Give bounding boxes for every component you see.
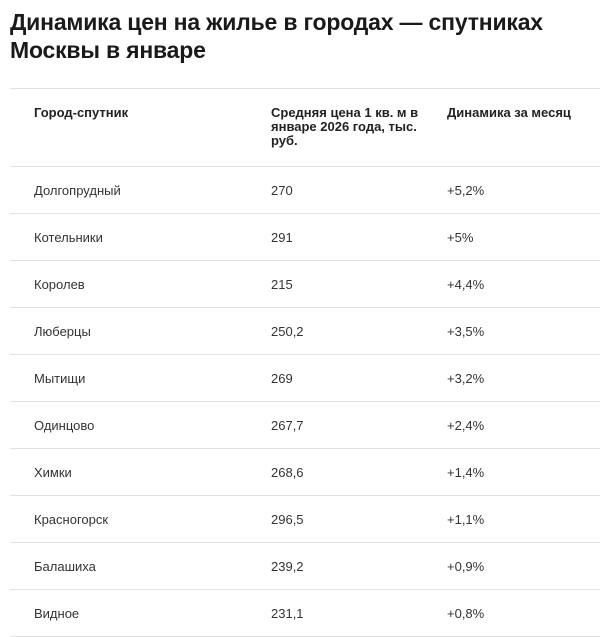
table-row: Котельники 291 +5%: [10, 213, 600, 261]
price-cell: 268,6: [271, 448, 447, 496]
change-cell: +5%: [447, 213, 600, 261]
price-cell: 269: [271, 354, 447, 402]
price-cell: 250,2: [271, 307, 447, 355]
column-header-city: Город-спутник: [10, 88, 271, 167]
city-cell: Люберцы: [10, 307, 271, 355]
city-cell: Котельники: [10, 213, 271, 261]
change-cell: +1,4%: [447, 448, 600, 496]
table-row: Балашиха 239,2 +0,9%: [10, 542, 600, 590]
table-row: Люберцы 250,2 +3,5%: [10, 307, 600, 355]
change-cell: +3,2%: [447, 354, 600, 402]
change-cell: +0,9%: [447, 542, 600, 590]
price-cell: 215: [271, 260, 447, 308]
price-cell: 231,1: [271, 589, 447, 637]
table-row: Видное 231,1 +0,8%: [10, 589, 600, 637]
table-row: Королев 215 +4,4%: [10, 260, 600, 308]
table-row: Красногорск 296,5 +1,1%: [10, 495, 600, 543]
table-header-row: Город-спутник Средняя цена 1 кв. м в янв…: [10, 88, 600, 167]
price-cell: 296,5: [271, 495, 447, 543]
price-cell: 239,2: [271, 542, 447, 590]
city-cell: Королев: [10, 260, 271, 308]
city-cell: Видное: [10, 589, 271, 637]
city-cell: Одинцово: [10, 401, 271, 449]
price-cell: 291: [271, 213, 447, 261]
city-cell: Мытищи: [10, 354, 271, 402]
change-cell: +3,5%: [447, 307, 600, 355]
price-cell: 270: [271, 166, 447, 214]
change-cell: +1,1%: [447, 495, 600, 543]
city-cell: Долгопрудный: [10, 166, 271, 214]
page-title: Динамика цен на жилье в городах — спутни…: [10, 9, 543, 63]
table-row: Одинцово 267,7 +2,4%: [10, 401, 600, 449]
table-row: Химки 268,6 +1,4%: [10, 448, 600, 496]
change-cell: +0,8%: [447, 589, 600, 637]
price-cell: 267,7: [271, 401, 447, 449]
table-row: Долгопрудный 270 +5,2%: [10, 166, 600, 214]
price-table: Город-спутник Средняя цена 1 кв. м в янв…: [10, 88, 600, 637]
city-cell: Красногорск: [10, 495, 271, 543]
table-row: Мытищи 269 +3,2%: [10, 354, 600, 402]
city-cell: Химки: [10, 448, 271, 496]
change-cell: +2,4%: [447, 401, 600, 449]
change-cell: +4,4%: [447, 260, 600, 308]
change-cell: +5,2%: [447, 166, 600, 214]
column-header-price: Средняя цена 1 кв. м в январе 2026 года,…: [271, 88, 447, 167]
city-cell: Балашиха: [10, 542, 271, 590]
column-header-change: Динамика за месяц: [447, 88, 600, 167]
